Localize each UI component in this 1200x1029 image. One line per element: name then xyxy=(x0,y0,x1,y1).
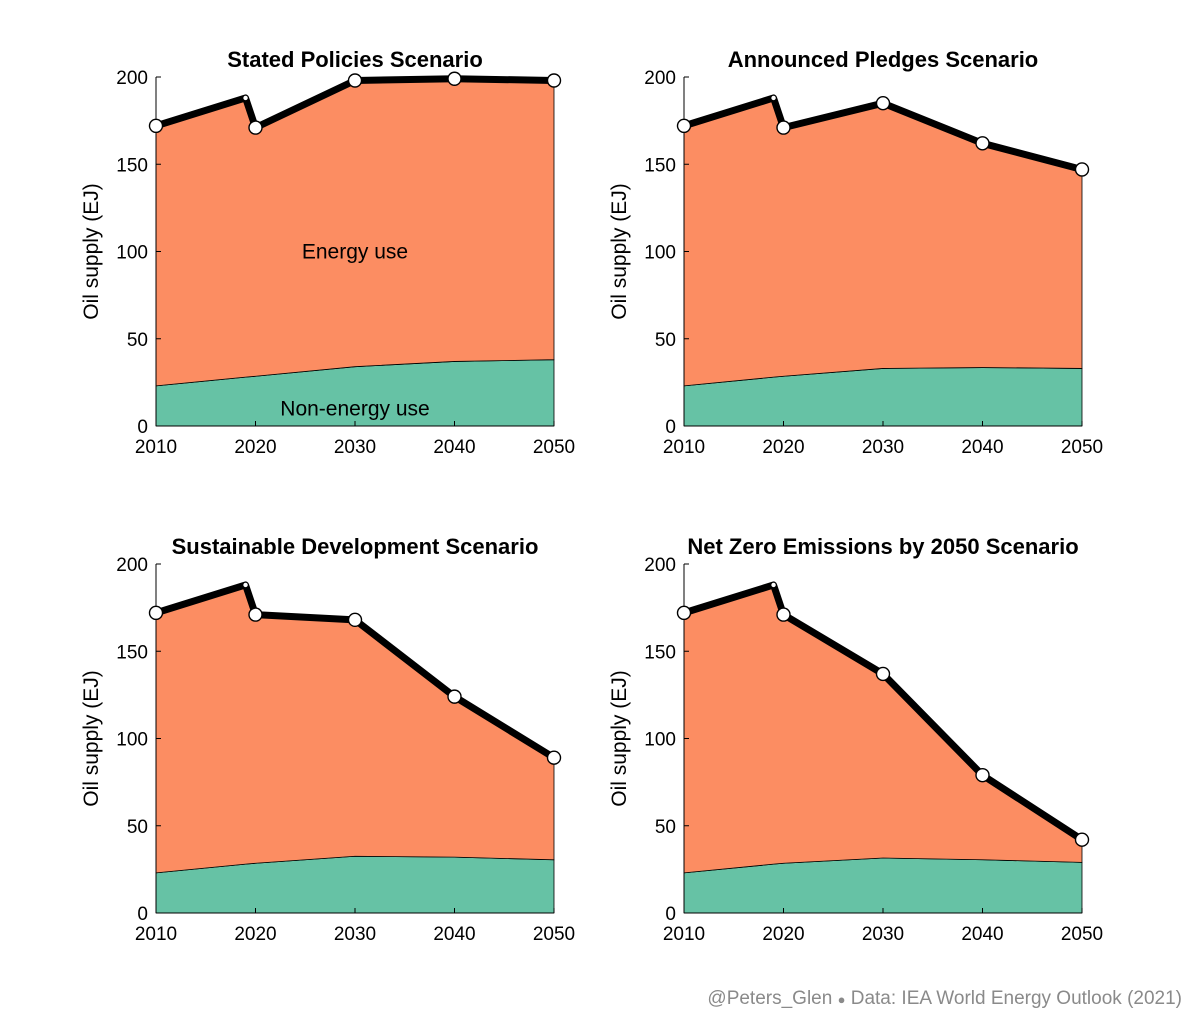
y-tick-label: 100 xyxy=(116,730,148,751)
x-tick-label: 2010 xyxy=(663,924,705,945)
data-point-2050 xyxy=(546,750,562,765)
x-tick-label: 2040 xyxy=(961,437,1003,458)
x-tick-label: 2050 xyxy=(533,924,575,945)
data-point-2020 xyxy=(248,607,263,622)
data-point-2030 xyxy=(347,612,363,628)
y-tick-label: 200 xyxy=(116,555,148,576)
y-tick-label: 200 xyxy=(644,68,676,89)
peak-marker-2019 xyxy=(243,582,248,588)
data-point-2030 xyxy=(347,73,363,88)
y-tick-label: 0 xyxy=(665,417,676,438)
x-tick-label: 2020 xyxy=(762,924,804,945)
x-tick-label: 2020 xyxy=(762,437,804,458)
data-point-2050 xyxy=(1074,162,1090,177)
y-tick-label: 100 xyxy=(116,243,148,264)
data-point-2050 xyxy=(1074,832,1090,847)
energy-use-area xyxy=(155,584,555,874)
x-tick-label: 2010 xyxy=(663,437,705,458)
y-tick-label: 200 xyxy=(644,555,676,576)
credit-handle: @Peters_Glen xyxy=(707,988,833,1009)
x-tick-label: 2040 xyxy=(433,924,475,945)
x-tick-label: 2050 xyxy=(533,437,575,458)
y-tick-label: 100 xyxy=(644,243,676,264)
data-point-2020 xyxy=(248,120,263,135)
data-point-2030 xyxy=(875,666,891,682)
y-tick-label: 50 xyxy=(127,330,148,351)
y-axis-label: Oil supply (EJ) xyxy=(80,670,103,807)
x-tick-label: 2040 xyxy=(433,437,475,458)
x-tick-label: 2050 xyxy=(1061,924,1103,945)
chart-panel-2: 0 50 100 150 200 2010 2020 2030 2040 2050 Announce… xyxy=(608,47,1103,458)
data-point-2040 xyxy=(975,767,990,783)
y-tick-label: 200 xyxy=(116,68,148,89)
y-axis-label: Oil supply (EJ) xyxy=(80,183,103,320)
data-point-2020 xyxy=(776,120,791,135)
x-tick-label: 2010 xyxy=(135,924,177,945)
total-supply-line xyxy=(152,75,558,132)
x-tick-label: 2010 xyxy=(135,437,177,458)
y-axis-label: Oil supply (EJ) xyxy=(608,183,631,320)
area-annotation: Non-energy use xyxy=(280,398,429,421)
data-point-2030 xyxy=(875,95,891,111)
peak-marker-2019 xyxy=(243,95,248,101)
chart-panel-1: 0 50 100 150 200 2010 2020 2030 2040 2050 Stated P… xyxy=(80,47,575,458)
y-tick-label: 0 xyxy=(665,904,676,925)
chart-panel-4: 0 50 100 150 200 2010 2020 2030 2040 2050 Net Zero… xyxy=(608,534,1103,945)
credit-source: Data: IEA World Energy Outlook (2021) xyxy=(850,988,1182,1009)
x-tick-label: 2030 xyxy=(862,924,904,945)
data-point-2010 xyxy=(148,605,164,621)
y-tick-label: 50 xyxy=(655,330,676,351)
x-tick-label: 2030 xyxy=(334,437,376,458)
data-point-2020 xyxy=(776,607,791,622)
total-supply-line xyxy=(680,94,1086,173)
y-tick-label: 150 xyxy=(644,642,676,663)
total-supply-line xyxy=(152,581,558,762)
peak-marker-2019 xyxy=(771,582,776,588)
y-tick-label: 50 xyxy=(655,817,676,838)
y-axis-label: Oil supply (EJ) xyxy=(608,670,631,807)
x-tick-label: 2030 xyxy=(334,924,376,945)
energy-use-area xyxy=(683,97,1083,387)
data-point-2050 xyxy=(546,73,562,88)
data-point-2010 xyxy=(148,118,164,134)
data-point-2040 xyxy=(447,71,462,86)
y-tick-label: 150 xyxy=(116,155,148,176)
chart-panel-3: 0 50 100 150 200 2010 2020 2030 2040 2050 Sustaina… xyxy=(80,534,575,945)
credit-separator: ● xyxy=(837,992,846,1007)
data-point-2040 xyxy=(975,136,990,151)
y-tick-label: 150 xyxy=(644,155,676,176)
credit-line: @Peters_Glen ● Data: IEA World Energy Ou… xyxy=(707,988,1182,1010)
area-annotation: Energy use xyxy=(302,241,408,264)
y-tick-label: 150 xyxy=(116,642,148,663)
y-tick-label: 0 xyxy=(137,904,148,925)
peak-marker-2019 xyxy=(771,95,776,101)
x-tick-label: 2040 xyxy=(961,924,1003,945)
chart-title: Announced Pledges Scenario xyxy=(728,47,1039,72)
energy-use-area xyxy=(155,78,555,387)
y-tick-label: 50 xyxy=(127,817,148,838)
chart-title: Net Zero Emissions by 2050 Scenario xyxy=(687,534,1078,559)
data-point-2010 xyxy=(676,118,692,134)
x-tick-label: 2050 xyxy=(1061,437,1103,458)
x-tick-label: 2020 xyxy=(234,437,276,458)
energy-use-area xyxy=(683,584,1083,874)
y-tick-label: 100 xyxy=(644,730,676,751)
chart-title: Sustainable Development Scenario xyxy=(172,534,539,559)
x-tick-label: 2020 xyxy=(234,924,276,945)
total-supply-line xyxy=(680,581,1086,844)
y-tick-label: 0 xyxy=(137,417,148,438)
data-point-2010 xyxy=(676,605,692,621)
x-tick-label: 2030 xyxy=(862,437,904,458)
data-point-2040 xyxy=(447,689,462,704)
chart-title: Stated Policies Scenario xyxy=(227,47,483,72)
